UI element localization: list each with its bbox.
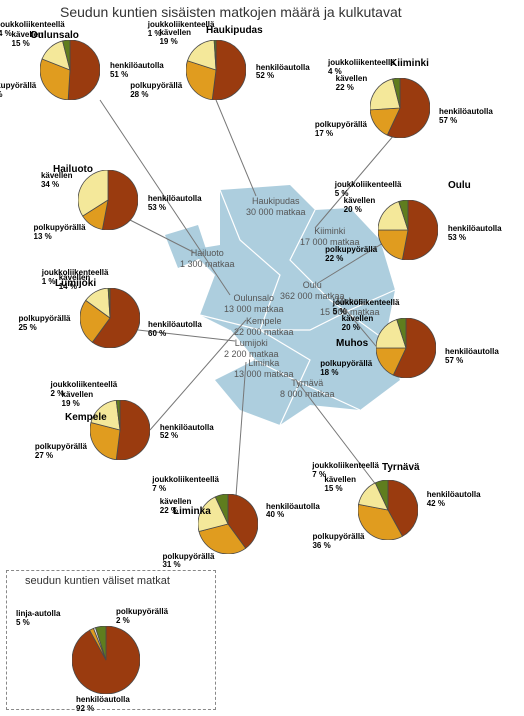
pie-label: kävellen20 % — [344, 197, 376, 215]
pie-label: joukkoliikenteellä4 % — [328, 59, 395, 77]
map-label: Liminka13 000 matkaa — [234, 358, 294, 380]
chart-title: Kiiminki — [390, 58, 429, 69]
chart-kempele — [90, 400, 150, 460]
pie-chart — [186, 40, 246, 100]
pie-chart — [90, 400, 150, 460]
pie-label: henkilöautolla57 % — [445, 348, 499, 366]
pie-label: henkilöautolla42 % — [427, 491, 481, 509]
pie-label: polkupyörällä17 % — [315, 121, 367, 139]
map-label: Hailuoto1 300 matkaa — [180, 248, 235, 270]
pie-label: polkupyörällä36 % — [312, 533, 364, 551]
pie-label: polkupyörällä25 % — [18, 315, 70, 333]
map-label: Kempele22 000 matkaa — [234, 316, 294, 338]
pie-chart — [358, 480, 418, 540]
chart-kiiminki — [370, 78, 430, 138]
chart-hailuoto — [78, 170, 138, 230]
chart-tyrnävä — [358, 480, 418, 540]
pie-label: henkilöautolla52 % — [160, 424, 214, 442]
pie-chart — [80, 288, 140, 348]
pie-chart — [376, 318, 436, 378]
pie-chart — [370, 78, 430, 138]
pie-label: joukkoliikenteellä5 % — [335, 181, 402, 199]
pie-label: polkupyörällä27 % — [35, 443, 87, 461]
pie-label: joukkoliikenteellä5 % — [333, 299, 400, 317]
pie-label: henkilöautolla53 % — [148, 195, 202, 213]
pie-label: joukkoliikenteellä2 % — [50, 381, 117, 399]
inset-box: seudun kuntien väliset matkat — [6, 570, 216, 710]
chart-liminka — [198, 494, 258, 554]
pie-label: joukkoliikenteellä7 % — [152, 476, 219, 494]
pie-label: henkilöautolla60 % — [148, 321, 202, 339]
pie-label: polkupyörällä28 % — [130, 82, 182, 100]
chart-oulunsalo — [40, 40, 100, 100]
pie-label: joukkoliikenteellä1 % — [148, 21, 215, 39]
chart-title: Hailuoto — [53, 164, 93, 175]
inset-title: seudun kuntien väliset matkat — [25, 575, 170, 587]
pie-label: kävellen22 % — [336, 75, 368, 93]
pie-label: polkupyörällä18 % — [320, 360, 372, 378]
map-label: Kiiminki17 000 matkaa — [300, 226, 360, 248]
pie-label: henkilöautolla40 % — [266, 503, 320, 521]
chart-haukipudas — [186, 40, 246, 100]
pie-label: polkupyörällä13 % — [34, 224, 86, 242]
pie-label: henkilöautolla53 % — [448, 225, 502, 243]
pie-chart — [198, 494, 258, 554]
map-label: Lumijoki2 200 matkaa — [224, 338, 279, 360]
map-label: Oulunsalo13 000 matkaa — [224, 293, 284, 315]
pie-label: polkupyörällä31 % — [162, 553, 214, 571]
pie-label: polkupyörällä22 % — [325, 246, 377, 264]
chart-title: Muhos — [336, 338, 368, 349]
pie-chart — [378, 200, 438, 260]
pie-chart — [40, 40, 100, 100]
pie-label: joukkoliikenteellä7 % — [312, 462, 379, 480]
chart-title: Oulunsalo — [30, 30, 79, 41]
chart-muhos — [376, 318, 436, 378]
pie-label: henkilöautolla51 % — [110, 62, 164, 80]
pie-label: henkilöautolla57 % — [439, 108, 493, 126]
chart-title: Haukipudas — [206, 25, 263, 36]
chart-lumijoki — [80, 288, 140, 348]
chart-title: Liminka — [173, 506, 211, 517]
pie-chart — [78, 170, 138, 230]
pie-label: polkupyörällä30 % — [0, 82, 36, 100]
page-title: Seudun kuntien sisäisten matkojen määrä … — [60, 4, 402, 20]
chart-oulu — [378, 200, 438, 260]
map-label: Haukipudas30 000 matkaa — [246, 196, 306, 218]
chart-title: Tyrnävä — [382, 462, 420, 473]
pie-label: henkilöautolla52 % — [256, 64, 310, 82]
chart-title: Kempele — [65, 412, 107, 423]
pie-label: kävellen20 % — [342, 315, 374, 333]
map-label: Tyrnävä8 000 matkaa — [280, 378, 335, 400]
chart-title: Oulu — [448, 180, 471, 191]
chart-title: Lumijoki — [55, 278, 96, 289]
